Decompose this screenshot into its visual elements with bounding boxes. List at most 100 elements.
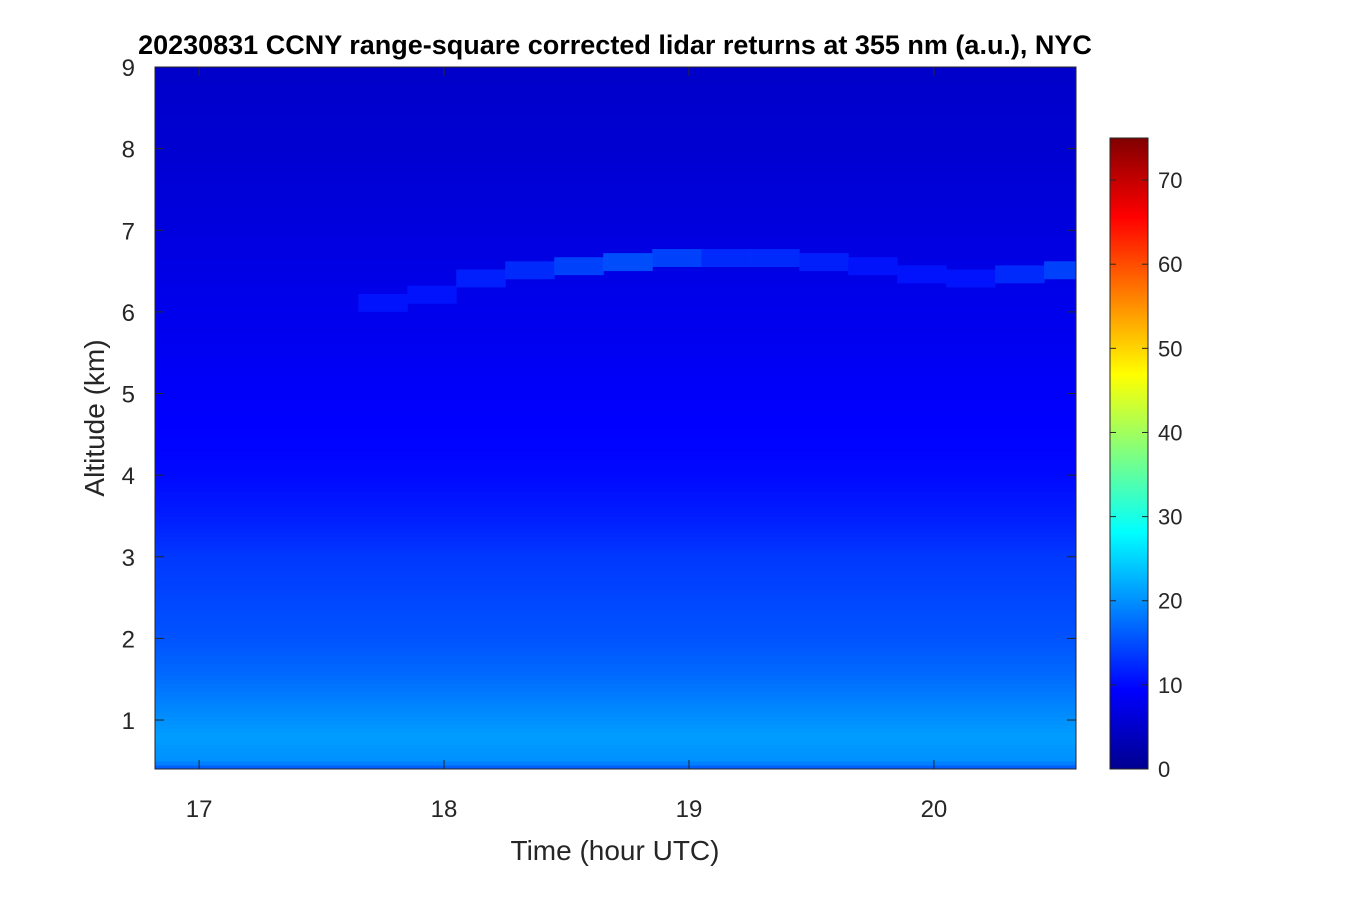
heatmap-band <box>155 666 1076 672</box>
y-tick-label: 7 <box>122 218 135 245</box>
heatmap-band <box>155 218 1076 223</box>
heatmap-band <box>155 450 1076 456</box>
heatmap-band <box>155 454 1076 460</box>
heatmap-band <box>155 71 1076 76</box>
cloud-segment <box>407 285 457 304</box>
heatmap-band <box>155 630 1076 635</box>
heatmap-band <box>155 291 1076 297</box>
heatmap-band <box>155 601 1076 607</box>
colorbar-tick-label: 60 <box>1158 252 1182 277</box>
colorbar-tick-label: 50 <box>1158 336 1182 361</box>
heatmap-band <box>155 569 1076 574</box>
heatmap-band <box>155 548 1076 554</box>
cloud-segment <box>995 265 1045 284</box>
heatmap-band <box>155 446 1076 452</box>
heatmap-band <box>155 556 1076 562</box>
heatmap-band <box>155 609 1076 615</box>
heatmap-band <box>155 613 1076 619</box>
heatmap-band <box>155 409 1076 415</box>
heatmap-band <box>155 532 1076 537</box>
heatmap-band <box>155 581 1076 586</box>
heatmap-band <box>155 132 1076 137</box>
heatmap-band <box>155 560 1076 566</box>
heatmap-band <box>155 564 1076 570</box>
heatmap-band <box>155 675 1076 680</box>
heatmap-band <box>155 148 1076 154</box>
heatmap-band <box>155 160 1076 166</box>
cloud-segment <box>750 249 800 267</box>
cloud-segment <box>652 249 702 267</box>
heatmap-band <box>155 540 1076 546</box>
heatmap-band <box>155 764 1076 769</box>
heatmap-band <box>155 503 1076 509</box>
plot-frame <box>154 66 1077 770</box>
heatmap-band <box>155 654 1076 660</box>
heatmap-band <box>155 405 1076 411</box>
cloud-segment <box>1044 261 1076 280</box>
heatmap-band <box>155 528 1076 533</box>
heatmap-band <box>155 462 1076 468</box>
heatmap-band <box>155 658 1076 664</box>
heatmap-band <box>155 197 1076 203</box>
heatmap-band <box>155 99 1076 105</box>
heatmap-band <box>155 275 1076 280</box>
heatmap-band <box>155 124 1076 129</box>
x-tick-label: 19 <box>676 796 703 823</box>
heatmap-band <box>155 140 1076 146</box>
heatmap-band <box>155 711 1076 717</box>
y-axis-label: Altitude (km) <box>79 339 110 496</box>
heatmap-band <box>155 491 1076 497</box>
heatmap-band <box>155 336 1076 342</box>
heatmap-band <box>155 720 1076 725</box>
heatmap-band <box>155 593 1076 599</box>
heatmap-band <box>155 303 1076 309</box>
heatmap-band <box>155 724 1076 729</box>
heatmap-band <box>155 679 1076 684</box>
cloud-layer <box>358 249 1076 312</box>
heatmap-band <box>155 173 1076 178</box>
heatmap-band <box>155 111 1076 117</box>
heatmap-band <box>155 209 1076 215</box>
heatmap-band <box>155 393 1076 399</box>
heatmap-band <box>155 552 1076 558</box>
heatmap-band <box>155 238 1076 244</box>
cloud-segment <box>897 265 947 284</box>
heatmap-band <box>155 426 1076 431</box>
heatmap-band <box>155 348 1076 354</box>
heatmap-band <box>155 295 1076 301</box>
heatmap-band <box>155 475 1076 480</box>
heatmap-band <box>155 299 1076 305</box>
heatmap-band <box>155 230 1076 235</box>
heatmap-band <box>155 67 1076 72</box>
y-tick-label: 2 <box>122 626 135 653</box>
heatmap-band <box>155 213 1076 219</box>
heatmap-band <box>155 646 1076 652</box>
heatmap-band <box>155 438 1076 444</box>
heatmap-band <box>155 687 1076 693</box>
heatmap-band <box>155 103 1076 109</box>
heatmap-band <box>155 87 1076 93</box>
heatmap-band <box>155 397 1076 403</box>
colorbar-tick-label: 40 <box>1158 420 1182 445</box>
heatmap-band <box>155 585 1076 591</box>
heatmap-band <box>155 164 1076 170</box>
heatmap-band <box>155 250 1076 256</box>
heatmap-band <box>155 311 1076 317</box>
heatmap-band <box>155 736 1076 742</box>
heatmap-band <box>155 360 1076 366</box>
heatmap-band <box>155 597 1076 603</box>
heatmap-band <box>155 458 1076 464</box>
heatmap-band <box>155 364 1076 370</box>
colorbar-tick-label: 20 <box>1158 589 1182 614</box>
heatmap-band <box>155 340 1076 346</box>
heatmap-band <box>155 691 1076 697</box>
heatmap-band <box>155 732 1076 737</box>
heatmap-band <box>155 699 1076 705</box>
heatmap-band <box>155 520 1076 525</box>
heatmap-band <box>155 352 1076 358</box>
heatmap-band <box>155 356 1076 362</box>
heatmap-band <box>155 373 1076 378</box>
heatmap-band <box>155 573 1076 578</box>
heatmap-band <box>155 287 1076 293</box>
heatmap-band <box>155 307 1076 313</box>
